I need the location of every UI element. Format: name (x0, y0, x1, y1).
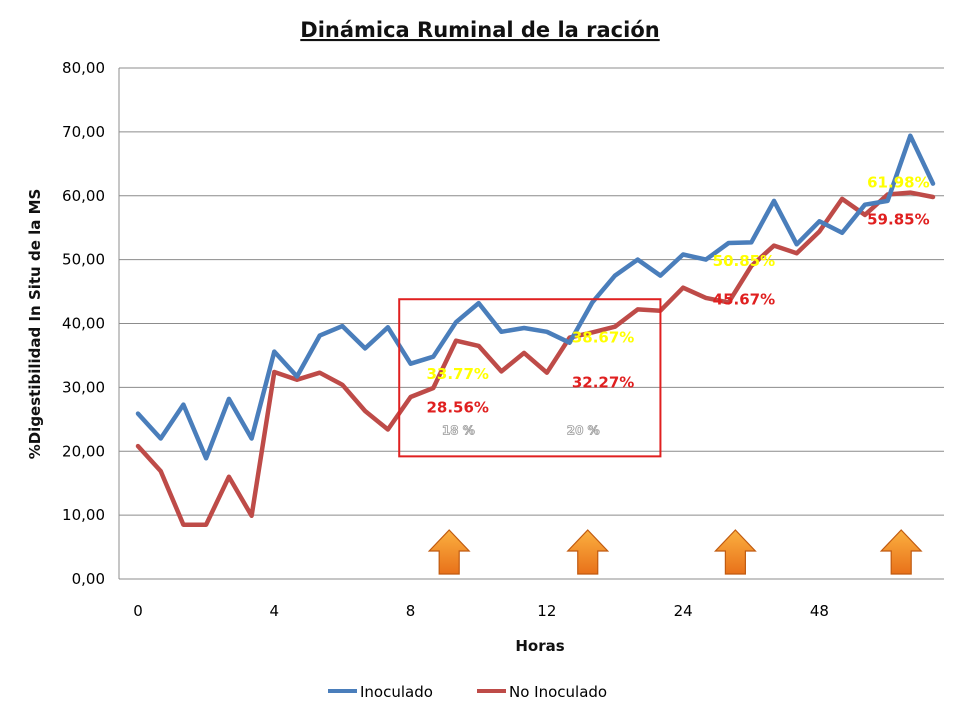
highlight-rectangle (398, 298, 662, 458)
chart-title: Dinámica Ruminal de la ración (300, 18, 659, 42)
annotation-label: 50.85% (713, 252, 775, 270)
annotations: 61.98% 59.85% 50.85% 45.67% 38.67% 32.27% 33.7… (426, 173, 929, 416)
x-tick-labels: 0 4 8 12 24 48 (133, 602, 829, 620)
legend-label-no-inoculado: No Inoculado (509, 683, 607, 701)
annotation-label: 59.85% (867, 210, 929, 228)
y-tick-label: 50,00 (62, 251, 105, 269)
annotation-label: 45.67% (713, 290, 775, 308)
y-tick-label: 60,00 (62, 187, 105, 205)
y-axis-title: %Digestibilidad In Situ de la MS (26, 189, 44, 460)
axes (118, 68, 944, 580)
x-tick-label: 4 (270, 602, 280, 620)
up-arrow-icon (713, 529, 757, 575)
gridlines (119, 67, 944, 516)
series-line-no-inoculado (135, 190, 936, 527)
x-tick-label: 48 (810, 602, 829, 620)
legend: Inoculado No Inoculado (328, 683, 607, 701)
y-tick-labels: 0,00 10,00 20,00 30,00 40,00 50,00 60,00 70,00 8… (62, 59, 105, 588)
y-tick-label: 70,00 (62, 123, 105, 141)
y-tick-label: 10,00 (62, 506, 105, 524)
annotation-label: 32.27% (572, 373, 634, 391)
x-tick-label: 24 (674, 602, 693, 620)
box-percent-label: 18 % (442, 424, 475, 438)
x-tick-label: 0 (133, 602, 143, 620)
x-tick-label: 12 (537, 602, 556, 620)
legend-label-inoculado: Inoculado (360, 683, 433, 701)
x-tick-label: 8 (406, 602, 416, 620)
arrows (427, 529, 923, 575)
y-tick-label: 0,00 (72, 570, 105, 588)
y-tick-label: 80,00 (62, 59, 105, 77)
annotation-label: 33.77% (426, 365, 488, 383)
highlight-box: 18 % 20 % (398, 298, 662, 458)
series-lines (135, 133, 936, 527)
annotation-label: 61.98% (867, 173, 929, 191)
y-tick-label: 30,00 (62, 378, 105, 396)
annotation-label: 38.67% (572, 329, 634, 347)
up-arrow-icon (879, 529, 923, 575)
up-arrow-icon (427, 529, 471, 575)
series-line-inoculado (135, 133, 936, 461)
up-arrow-icon (566, 529, 610, 575)
x-axis-title: Horas (515, 637, 564, 655)
y-tick-label: 20,00 (62, 442, 105, 460)
y-tick-label: 40,00 (62, 315, 105, 333)
box-percent-label: 20 % (567, 424, 600, 438)
annotation-label: 28.56% (426, 398, 488, 416)
